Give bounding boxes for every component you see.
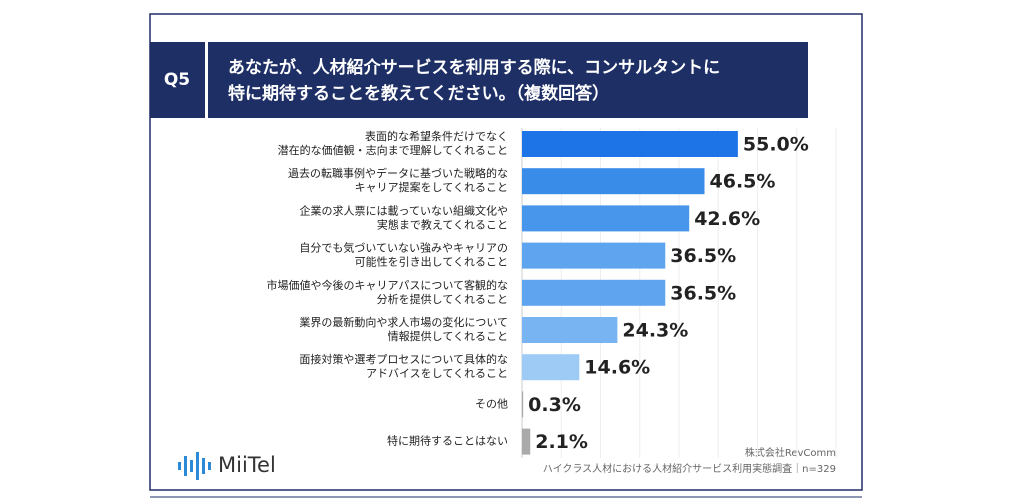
category-label: 実態まで教えてくれること — [377, 217, 508, 231]
value-label: 24.3% — [622, 320, 688, 342]
value-label: 36.5% — [670, 245, 736, 267]
chart-title: 特に期待することを教えてください。（複数回答） — [228, 83, 609, 104]
bar — [522, 131, 738, 157]
category-label: 表面的な希望条件だけでなく — [365, 129, 508, 143]
category-label: 過去の転職事例やデータに基づいた戦略的な — [288, 166, 508, 180]
bar — [522, 205, 690, 232]
category-label: 分析を提供してくれること — [377, 292, 508, 306]
source: 株式会社RevComm — [745, 446, 836, 459]
category-label: キャリア提案をしてくれること — [355, 180, 508, 194]
category-label: 市場価値や今後のキャリアパスについて客観的な — [267, 278, 508, 292]
value-label: 14.6% — [584, 357, 650, 379]
bar — [522, 317, 618, 343]
bar — [522, 428, 531, 455]
title-box — [208, 42, 808, 118]
question-no: Q5 — [164, 70, 190, 90]
category-label: 潜在的な価値観・志向まで理解してくれること — [278, 143, 508, 157]
value-label: 36.5% — [670, 282, 736, 304]
chart-title: あなたが、人材紹介サービスを利用する際に、コンサルタントに — [228, 57, 720, 78]
category-label: 可能性を引き出してくれること — [355, 255, 508, 269]
bar — [522, 391, 524, 418]
bar — [522, 354, 580, 381]
category-label: 企業の求人票には載っていない組織文化や — [300, 203, 508, 217]
question-box — [150, 42, 205, 118]
category-label: 業界の最新動向や求人市場の変化について — [299, 315, 508, 329]
value-label: 2.1% — [535, 431, 588, 453]
category-label: その他 — [475, 397, 508, 410]
value-label: 46.5% — [710, 171, 776, 193]
bar — [522, 242, 666, 269]
logo-text: MiiTel — [218, 453, 276, 477]
value-label: 55.0% — [743, 134, 809, 156]
logo-icon — [178, 452, 211, 480]
category-label: アドバイスをしてくれること — [366, 367, 508, 380]
source: ハイクラス人材における人材紹介サービス利用実態調査｜n=329 — [543, 462, 836, 475]
value-label: 0.3% — [528, 394, 581, 416]
category-label: 面接対策や選考プロセスについて具体的な — [299, 352, 508, 366]
category-label: 特に期待することはない — [387, 434, 508, 448]
value-label: 42.6% — [694, 208, 760, 230]
category-label: 情報提供してくれること — [388, 329, 508, 343]
bar — [522, 279, 666, 306]
bar — [522, 168, 705, 195]
category-label: 自分でも気づいていない強みやキャリアの — [299, 241, 508, 255]
